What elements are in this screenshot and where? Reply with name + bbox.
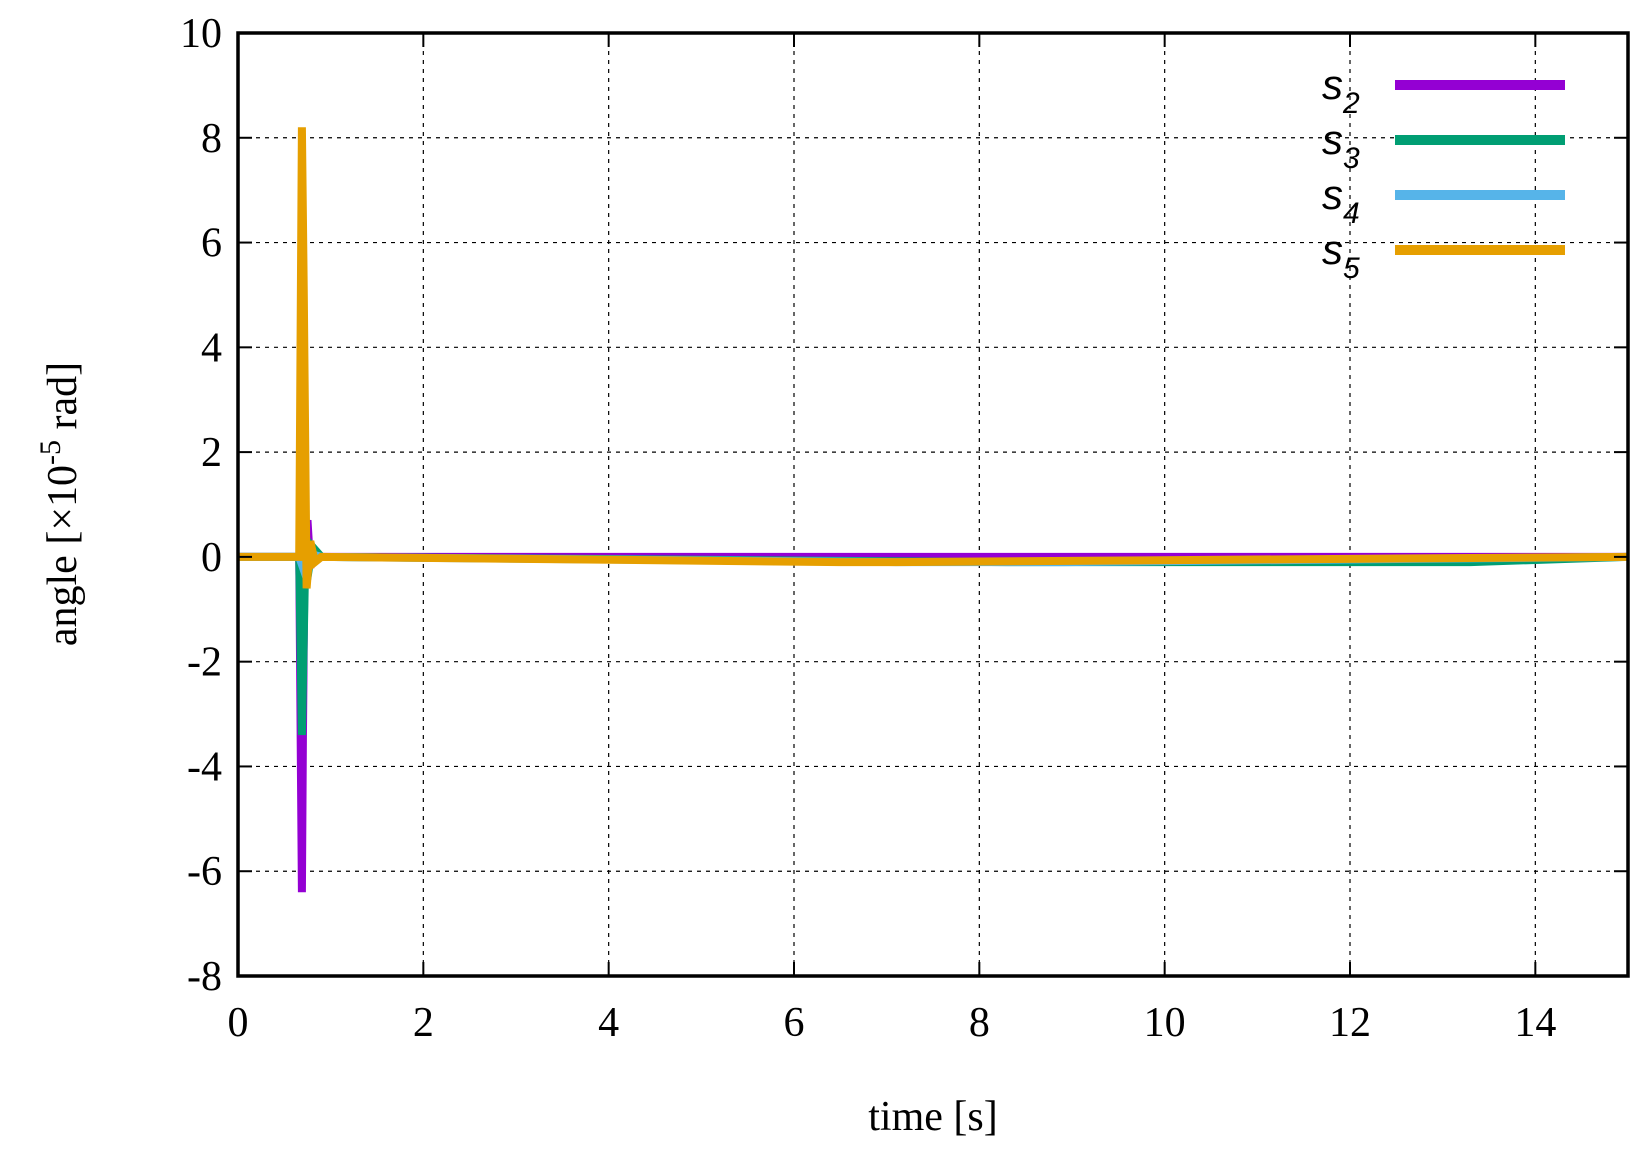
legend-label-s2: s2	[1322, 61, 1360, 120]
y-tick-label: -6	[187, 849, 222, 895]
legend-label-base: s	[1322, 61, 1343, 108]
legend-label-s3: s3	[1322, 116, 1360, 175]
axis-ticks	[237, 32, 1628, 977]
legend-label-s4: s4	[1322, 171, 1360, 230]
y-tick-label: 10	[180, 11, 222, 57]
series-line-s3	[238, 537, 1629, 736]
x-tick-label: 10	[1144, 1000, 1186, 1046]
legend-label-s5: s5	[1322, 226, 1360, 285]
y-tick-labels: -8 -6 -4 -2 0 2 4 6 8 10	[180, 11, 222, 1000]
x-axis-title: time [s]	[868, 1094, 997, 1140]
y-tick-label: 6	[201, 221, 222, 267]
y-tick-label: 4	[201, 325, 222, 371]
legend-label-base: s	[1322, 171, 1343, 218]
series-line-s2	[238, 519, 1628, 893]
grid	[238, 33, 1628, 976]
x-tick-label: 2	[413, 1000, 434, 1046]
legend-label-base: s	[1322, 226, 1343, 273]
y-tick-label: -4	[187, 744, 222, 790]
x-tick-label: 14	[1514, 1000, 1556, 1046]
x-tick-label: 4	[598, 1000, 619, 1046]
y-axis-title-exponent: -5	[34, 440, 67, 465]
plot-frame	[236, 31, 1630, 978]
x-tick-label: 8	[969, 1000, 990, 1046]
legend-label-subscript: 4	[1343, 197, 1360, 230]
plot-series	[238, 127, 1629, 893]
y-tick-label: -8	[187, 954, 222, 1000]
x-tick-label: 12	[1329, 1000, 1371, 1046]
y-axis-title-prefix: angle [×10	[40, 465, 86, 646]
x-tick-label: 0	[228, 1000, 249, 1046]
legend-label-subscript: 5	[1343, 252, 1360, 285]
legend-label-subscript: 2	[1342, 87, 1360, 120]
y-tick-label: 2	[201, 430, 222, 476]
y-axis-title: angle [×10-5 rad]	[34, 362, 86, 646]
legend-label-base: s	[1322, 116, 1343, 163]
y-tick-label: 0	[201, 535, 222, 581]
y-axis-title-suffix: rad]	[40, 362, 86, 440]
x-tick-labels: 0 2 4 6 8 10 12 14	[228, 1000, 1557, 1046]
x-tick-label: 6	[784, 1000, 805, 1046]
y-tick-label: 8	[201, 116, 222, 162]
series-line-s5	[238, 127, 1629, 589]
legend-label-subscript: 3	[1343, 142, 1360, 175]
y-tick-label: -2	[187, 640, 222, 686]
